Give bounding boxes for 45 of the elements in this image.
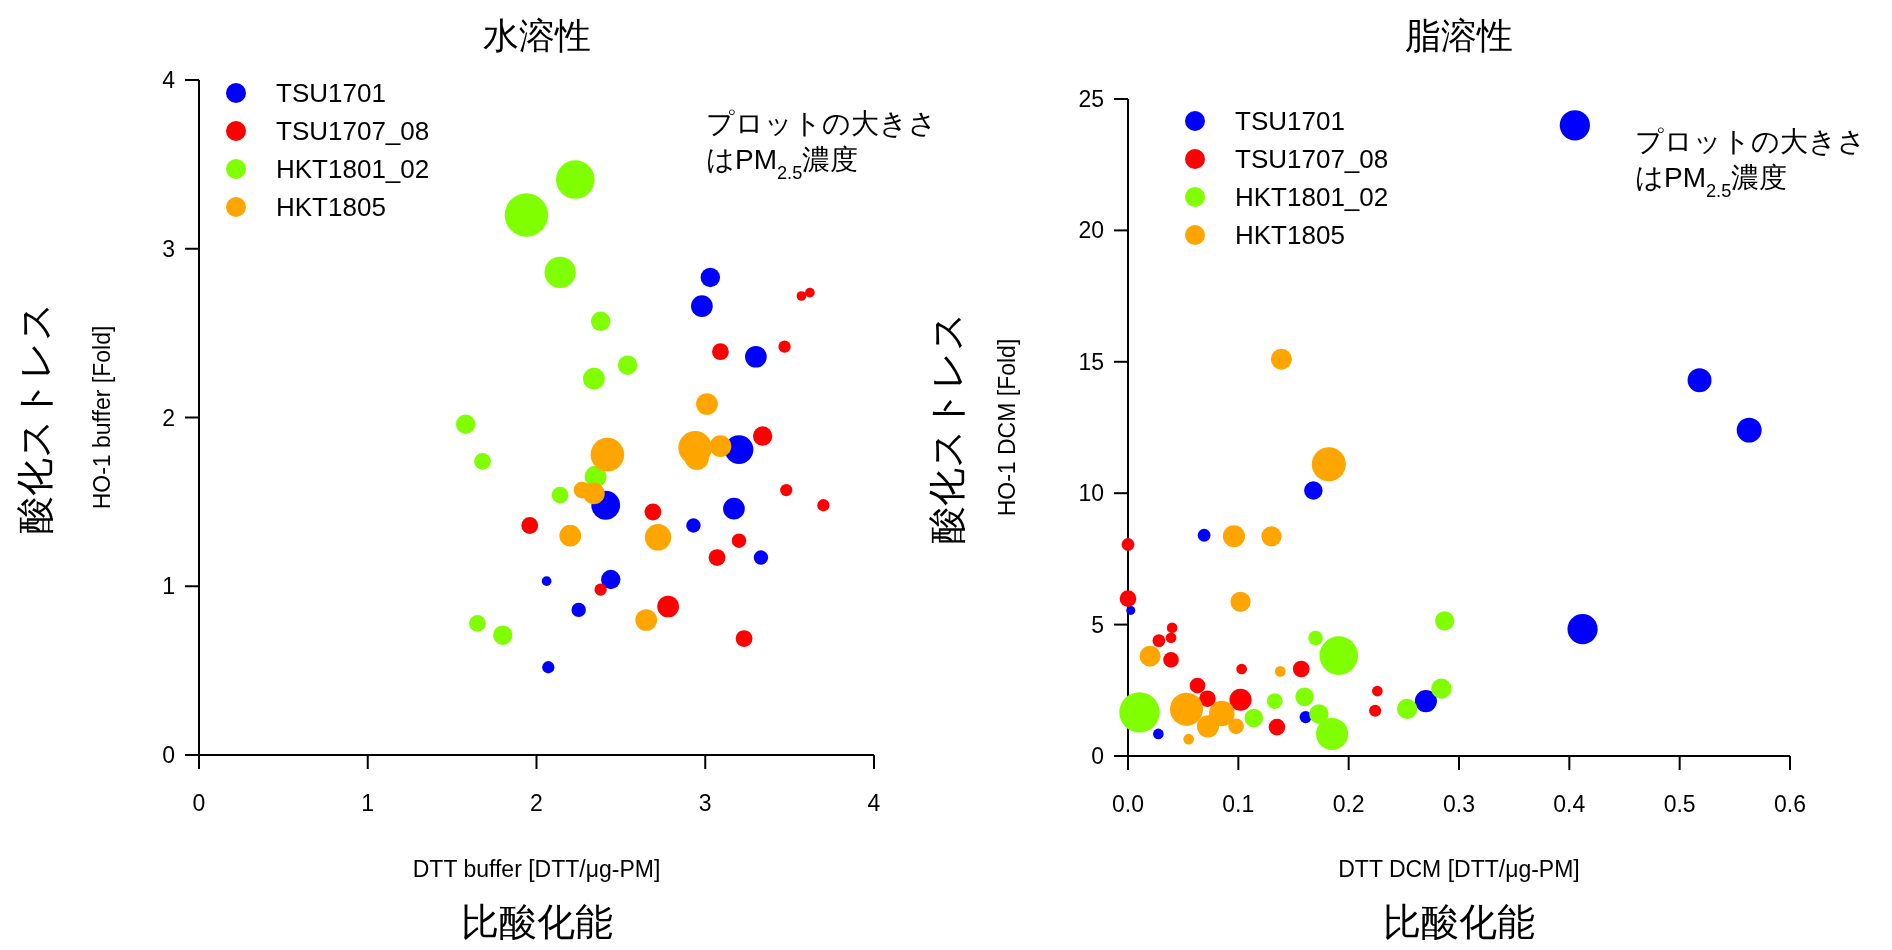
x-tick-label: 0.6: [1774, 791, 1806, 817]
x-tick-label: 0.4: [1553, 791, 1586, 817]
y-tick-label: 2: [162, 404, 175, 431]
chart-title: 脂溶性: [1405, 15, 1513, 56]
x-tick-label: 0.1: [1222, 791, 1255, 817]
legend-label: HKT1801_02: [1235, 182, 1389, 212]
x-tick-label: 0: [192, 790, 206, 816]
y-axis-title: HO-1 DCM [Fold]: [994, 338, 1020, 517]
text: 酸化ストレス: [14, 301, 56, 534]
legend-label: TSU1701: [276, 78, 386, 108]
x-tick-label: 0.0: [1112, 791, 1144, 817]
y-tick-label: 4: [162, 67, 176, 93]
annotation: プロットの大きさ: [1635, 126, 1866, 157]
y-tick-label: 10: [1078, 480, 1104, 507]
x-axis-title: DTT buffer [DTT/μg-PM]: [412, 856, 661, 882]
legend-label: HKT1801_02: [276, 154, 430, 184]
annotation: はPM$_{2.5}$濃度: [706, 144, 859, 183]
y-tick-label: 1: [162, 573, 175, 600]
x-tick-label: 2: [530, 790, 543, 816]
annotation: プロットの大きさ: [706, 108, 937, 139]
x-tick-label: 1: [361, 790, 375, 816]
legend-label: HKT1805: [276, 192, 386, 222]
y-tick-label: 0: [1091, 743, 1104, 769]
x-tick-label: 0.3: [1443, 791, 1475, 817]
chart-title: 水溶性: [482, 15, 591, 56]
y-tick-label: 15: [1078, 348, 1104, 375]
y-tick-label: 20: [1078, 217, 1104, 244]
y-tick-label: 25: [1078, 86, 1104, 112]
x-tick-label: 3: [698, 790, 712, 816]
legend-label: TSU1707_08: [276, 116, 430, 146]
y-tick-label: 3: [162, 235, 175, 262]
y-tick-label: 0: [162, 742, 175, 768]
legend-label: TSU1701: [1235, 106, 1345, 136]
text: 比酸化能: [460, 901, 613, 943]
x-tick-label: 0.5: [1663, 791, 1696, 817]
annotation: はPM$_{2.5}$濃度: [1635, 162, 1788, 201]
y-tick-label: 5: [1091, 611, 1104, 638]
x-axis-title: DTT DCM [DTT/μg-PM]: [1338, 856, 1580, 882]
y-axis-title: HO-1 buffer [Fold]: [89, 325, 115, 510]
x-tick-label: 4: [867, 790, 881, 816]
text: 酸化ストレス: [926, 311, 968, 544]
legend-label: TSU1707_08: [1235, 144, 1389, 174]
x-tick-label: 0.2: [1332, 791, 1365, 817]
legend-label: HKT1805: [1235, 220, 1345, 250]
text: 比酸化能: [1383, 901, 1535, 943]
